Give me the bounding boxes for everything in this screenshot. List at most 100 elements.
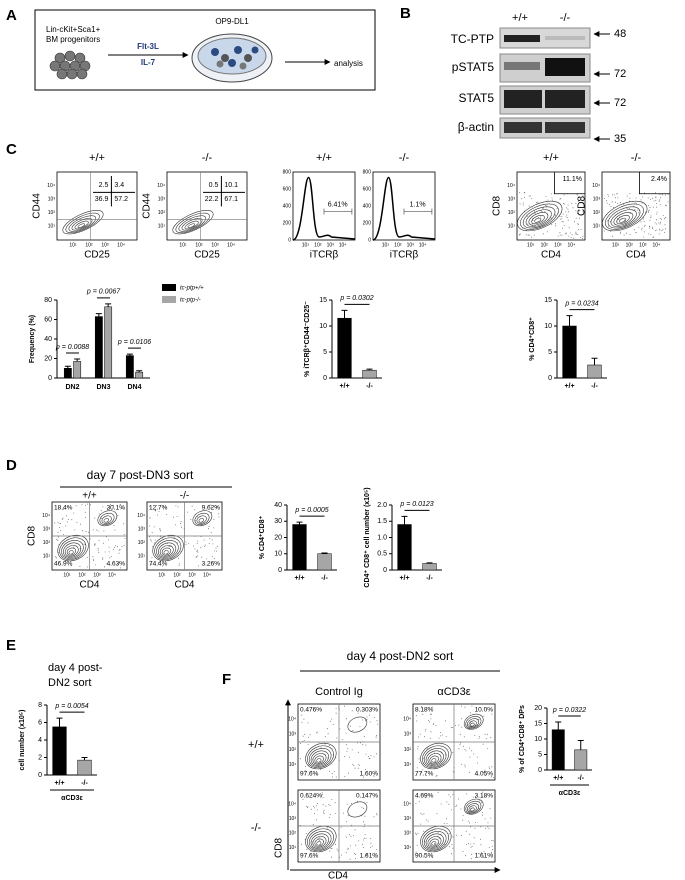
flow-tick-label: 10² <box>394 242 402 248</box>
axis-label: CD4 <box>328 871 348 880</box>
bar <box>135 371 144 379</box>
bar <box>63 368 72 379</box>
genotype-label: -/- <box>202 152 213 164</box>
flow-tick-label: 10⁴ <box>108 572 116 578</box>
gate-percent: 4.63% <box>107 561 126 568</box>
factor-label: IL-7 <box>141 58 156 67</box>
contour <box>467 718 480 729</box>
contour <box>420 825 452 853</box>
flow-tick-label: 10³ <box>289 816 297 822</box>
bar <box>551 729 565 771</box>
flow-tick-label: 10³ <box>404 732 412 738</box>
flow-tick-label: 10⁴ <box>117 242 125 248</box>
gate-percent: 2.5 <box>99 182 109 189</box>
contour <box>192 510 213 527</box>
genotype-label: -/- <box>560 12 571 24</box>
hist-tick-label: 200 <box>363 220 372 226</box>
contour <box>310 750 329 766</box>
flow-tick-label: 10⁴ <box>42 513 50 519</box>
error-bar <box>366 368 373 371</box>
flow-tick-label: 10² <box>43 540 51 546</box>
contour <box>468 805 477 813</box>
contour <box>619 217 627 223</box>
flow-tick-label: 10¹ <box>382 242 390 248</box>
x-tick-label: DN4 <box>127 384 141 391</box>
flow-tick-label: 10² <box>508 210 516 216</box>
y-tick-label: 20 <box>44 355 52 362</box>
flow-tick-label: 10³ <box>158 197 166 203</box>
y-tick-label: 40 <box>274 502 282 509</box>
bar <box>587 364 602 379</box>
panel-title: day 4 post- <box>48 662 103 674</box>
contour <box>465 716 482 729</box>
flow-tick-label: 10³ <box>639 242 647 248</box>
y-tick-label: 0 <box>38 772 42 779</box>
event-dots <box>604 192 669 238</box>
flow-tick-label: 10⁴ <box>47 183 55 189</box>
contour <box>522 206 556 229</box>
contour <box>308 831 332 850</box>
bar <box>52 726 67 776</box>
gate <box>639 172 670 195</box>
y-tick-label: 15 <box>319 297 327 304</box>
bar <box>362 369 377 379</box>
flow-tick-label: 10² <box>289 747 297 753</box>
contour <box>314 838 324 847</box>
hist-tick-label: 200 <box>283 220 292 226</box>
hist-tick-label: 0 <box>288 237 291 243</box>
y-tick-label: 60 <box>44 316 52 323</box>
contour <box>463 798 484 815</box>
gate-percent: 6.41% <box>328 201 348 208</box>
contour <box>68 215 97 232</box>
histogram <box>372 176 436 241</box>
axis-label: CD4 <box>626 250 646 261</box>
event-dots <box>415 791 494 860</box>
gate-percent: 2.4% <box>651 176 667 183</box>
y-tick-label: 2.0 <box>377 502 387 509</box>
flow-tick-label: 10¹ <box>612 242 620 248</box>
gate <box>93 176 135 207</box>
y-tick-label: 8 <box>38 702 42 709</box>
contour <box>66 547 77 556</box>
x-tick-label: +/+ <box>553 775 563 782</box>
bar <box>574 749 588 771</box>
flow-tick-label: 10³ <box>93 572 101 578</box>
gate-percent: 1.1% <box>410 201 426 208</box>
panel-title: DN2 sort <box>48 677 91 689</box>
contour <box>465 800 482 814</box>
bar <box>104 306 113 379</box>
size-marker: 72 <box>614 68 626 80</box>
flow-tick-label: 10⁴ <box>419 242 427 248</box>
bar <box>77 759 92 776</box>
culture-label: OP9-DL1 <box>215 17 249 26</box>
flow-tick-label: 10³ <box>48 197 56 203</box>
flow-tick-label: 10³ <box>593 197 601 203</box>
p-value: p = 0.0106 <box>117 339 151 346</box>
error-bar <box>64 365 71 369</box>
y-tick-label: 10 <box>274 551 282 558</box>
flow-tick-label: 10³ <box>327 242 335 248</box>
legend-label: tc-ptp+/+ <box>180 286 204 292</box>
gate <box>403 208 433 215</box>
contour <box>429 755 439 764</box>
y-tick-label: 20 <box>534 705 542 712</box>
flow-plot-frame <box>166 171 248 241</box>
contour <box>161 547 172 556</box>
p-value: p = 0.0322 <box>552 707 586 714</box>
contour <box>198 518 205 523</box>
p-value: p = 0.0302 <box>339 295 373 302</box>
axis-label: CD4 <box>541 250 561 261</box>
cells-label: BM progenitors <box>46 35 100 44</box>
flow-tick-label: 10⁴ <box>507 183 515 189</box>
y-tick-label: 0.5 <box>377 551 387 558</box>
gate <box>57 172 137 240</box>
bar <box>94 316 103 379</box>
contour <box>427 753 442 765</box>
flow-tick-label: 10⁴ <box>653 242 661 248</box>
flow-tick-label: 10³ <box>407 242 415 248</box>
contour <box>528 212 549 226</box>
y-tick-label: 5 <box>548 349 552 356</box>
bar <box>317 553 332 571</box>
contour <box>196 515 207 524</box>
flow-tick-label: 10² <box>593 210 601 216</box>
